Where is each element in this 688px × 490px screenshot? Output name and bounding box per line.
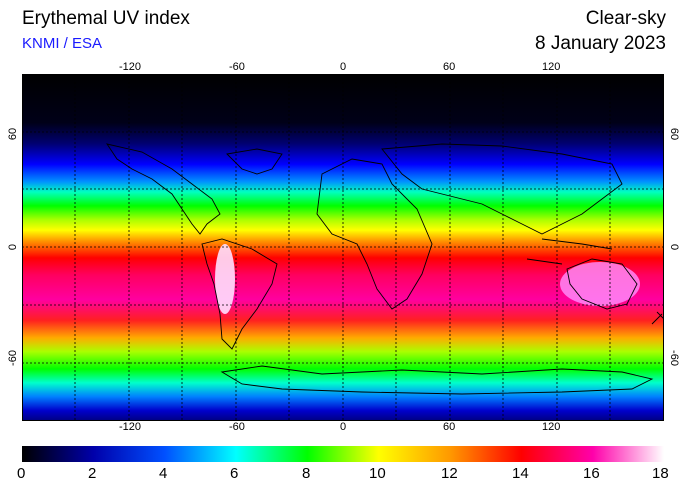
map-title: Erythemal UV index bbox=[22, 8, 190, 29]
graticule bbox=[22, 74, 664, 421]
colorbar-label: 2 bbox=[88, 465, 97, 482]
lat-tick-right: 0 bbox=[668, 243, 681, 251]
lon-tick-bottom: -60 bbox=[229, 421, 245, 433]
lon-tick-top: 120 bbox=[542, 61, 561, 73]
colorbar-label: 14 bbox=[512, 465, 529, 482]
lon-tick-top: -60 bbox=[229, 61, 245, 73]
lon-tick-top: -120 bbox=[119, 61, 142, 73]
colorbar-label: 18 bbox=[652, 465, 669, 482]
colorbar-label: 10 bbox=[369, 465, 386, 482]
map-source: KNMI / ESA bbox=[22, 35, 103, 52]
sky-condition: Clear-sky bbox=[585, 8, 666, 29]
colorbar-label: 8 bbox=[302, 465, 311, 482]
colorbar-label: 0 bbox=[17, 465, 26, 482]
lat-tick-right: -60 bbox=[667, 350, 680, 366]
lat-tick-left: -60 bbox=[6, 350, 19, 366]
colorbar bbox=[22, 446, 664, 462]
map-date: 8 January 2023 bbox=[535, 33, 666, 54]
lat-tick-left: 60 bbox=[7, 127, 20, 141]
lat-tick-right: 60 bbox=[668, 127, 681, 141]
uv-index-map bbox=[22, 74, 664, 421]
colorbar-label: 4 bbox=[159, 465, 168, 482]
lat-tick-left: 0 bbox=[7, 243, 20, 251]
colorbar-label: 12 bbox=[441, 465, 458, 482]
lon-tick-top: 60 bbox=[443, 61, 456, 73]
lon-tick-bottom: 0 bbox=[340, 421, 347, 433]
lon-tick-top: 0 bbox=[340, 61, 347, 73]
coastlines bbox=[105, 143, 664, 395]
andes-high-uv bbox=[215, 244, 235, 314]
colorbar-label: 16 bbox=[583, 465, 600, 482]
australia-high-uv bbox=[560, 262, 640, 306]
colorbar-label: 6 bbox=[230, 465, 239, 482]
lon-tick-bottom: 60 bbox=[443, 421, 456, 433]
lon-tick-bottom: -120 bbox=[119, 421, 142, 433]
map-frame bbox=[22, 74, 664, 421]
lon-tick-bottom: 120 bbox=[542, 421, 561, 433]
